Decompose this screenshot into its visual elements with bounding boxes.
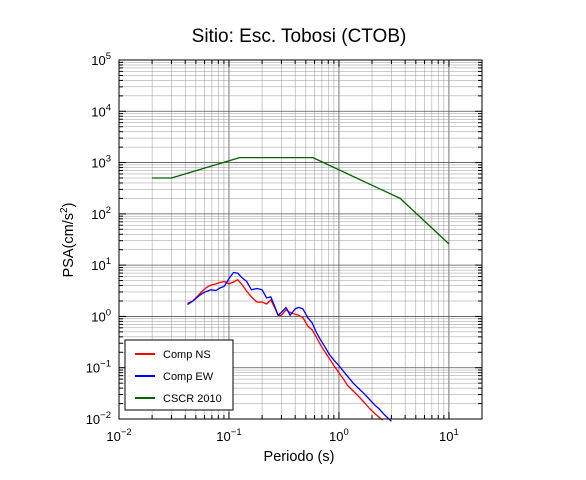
x-tick-label: 100 [329,427,349,444]
y-tick-label: 104 [91,102,111,119]
y-tick-label-exp: −2 [100,410,111,421]
x-tick-label-base: 10 [106,429,120,444]
x-tick-label-base: 10 [329,429,343,444]
legend-label: CSCR 2010 [163,393,222,405]
y-axis-label-tail: ) [61,203,77,208]
y-axis-label-sup: 2 [59,207,70,213]
y-tick-label-base: 10 [86,361,100,376]
y-tick-label: 102 [91,205,111,222]
x-tick-label-base: 10 [216,429,230,444]
x-tick-label: 10−2 [106,427,131,444]
y-axis-label-main: PSA(cm/s [61,213,77,277]
y-tick-label-exp: 3 [106,154,111,165]
y-tick-label: 100 [91,307,111,324]
y-tick-label: 103 [91,154,111,171]
y-tick-label: 10−2 [86,410,111,427]
x-tick-label-exp: 1 [453,427,458,438]
series-line-comp-ns [187,279,384,421]
x-tick-label-exp: 0 [344,427,349,438]
legend: Comp NS Comp EW CSCR 2010 [124,339,234,411]
x-tick-label-exp: −2 [121,427,132,438]
series-group [152,156,450,422]
y-axis-label: PSA(cm/s2) [59,203,77,278]
legend-label: Comp EW [163,371,214,383]
y-tick-label-exp: −1 [100,359,111,370]
y-tick-label-exp: 2 [106,205,111,216]
plot-frame [118,59,483,420]
y-tick-label-exp: 1 [106,256,111,267]
legend-label: Comp NS [163,349,211,361]
y-tick-label-base: 10 [91,309,105,324]
x-tick-label-base: 10 [439,429,453,444]
chart-title: Sitio: Esc. Tobosi (CTOB) [192,26,407,47]
y-tick-label-base: 10 [91,104,105,119]
x-tick-label: 101 [439,427,459,444]
y-tick-label-base: 10 [91,53,105,68]
grid [118,59,483,420]
y-tick-label: 101 [91,256,111,273]
y-tick-label: 10−1 [86,359,111,376]
y-tick-label: 105 [91,51,111,68]
y-tick-label-base: 10 [91,156,105,171]
series-line-comp-ew [187,271,392,422]
x-tick-label: 10−1 [216,427,241,444]
y-tick-label-base: 10 [86,412,100,427]
x-axis-label: Periodo (s) [264,449,335,465]
y-tick-label-exp: 5 [106,51,111,62]
y-tick-label-base: 10 [91,258,105,273]
y-tick-label-base: 10 [91,207,105,222]
y-tick-label-exp: 0 [106,307,111,318]
y-tick-label-exp: 4 [106,102,111,113]
x-tick-label-exp: −1 [231,427,242,438]
series-line-cscr-2010 [152,156,450,245]
